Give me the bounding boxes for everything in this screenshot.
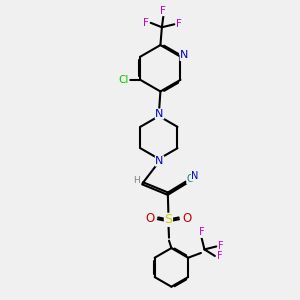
Text: F: F xyxy=(143,18,149,28)
Text: F: F xyxy=(217,251,222,261)
Text: Cl: Cl xyxy=(118,75,129,85)
Text: F: F xyxy=(218,242,224,251)
Text: S: S xyxy=(164,213,172,226)
Text: H: H xyxy=(133,176,140,185)
Text: N: N xyxy=(155,156,164,166)
Text: C: C xyxy=(187,173,194,184)
Text: N: N xyxy=(191,171,199,181)
Text: N: N xyxy=(155,109,164,119)
Text: N: N xyxy=(180,50,188,61)
Text: O: O xyxy=(146,212,155,225)
Text: O: O xyxy=(182,212,191,225)
Text: F: F xyxy=(160,6,166,16)
Text: F: F xyxy=(199,227,204,238)
Text: F: F xyxy=(176,19,182,29)
